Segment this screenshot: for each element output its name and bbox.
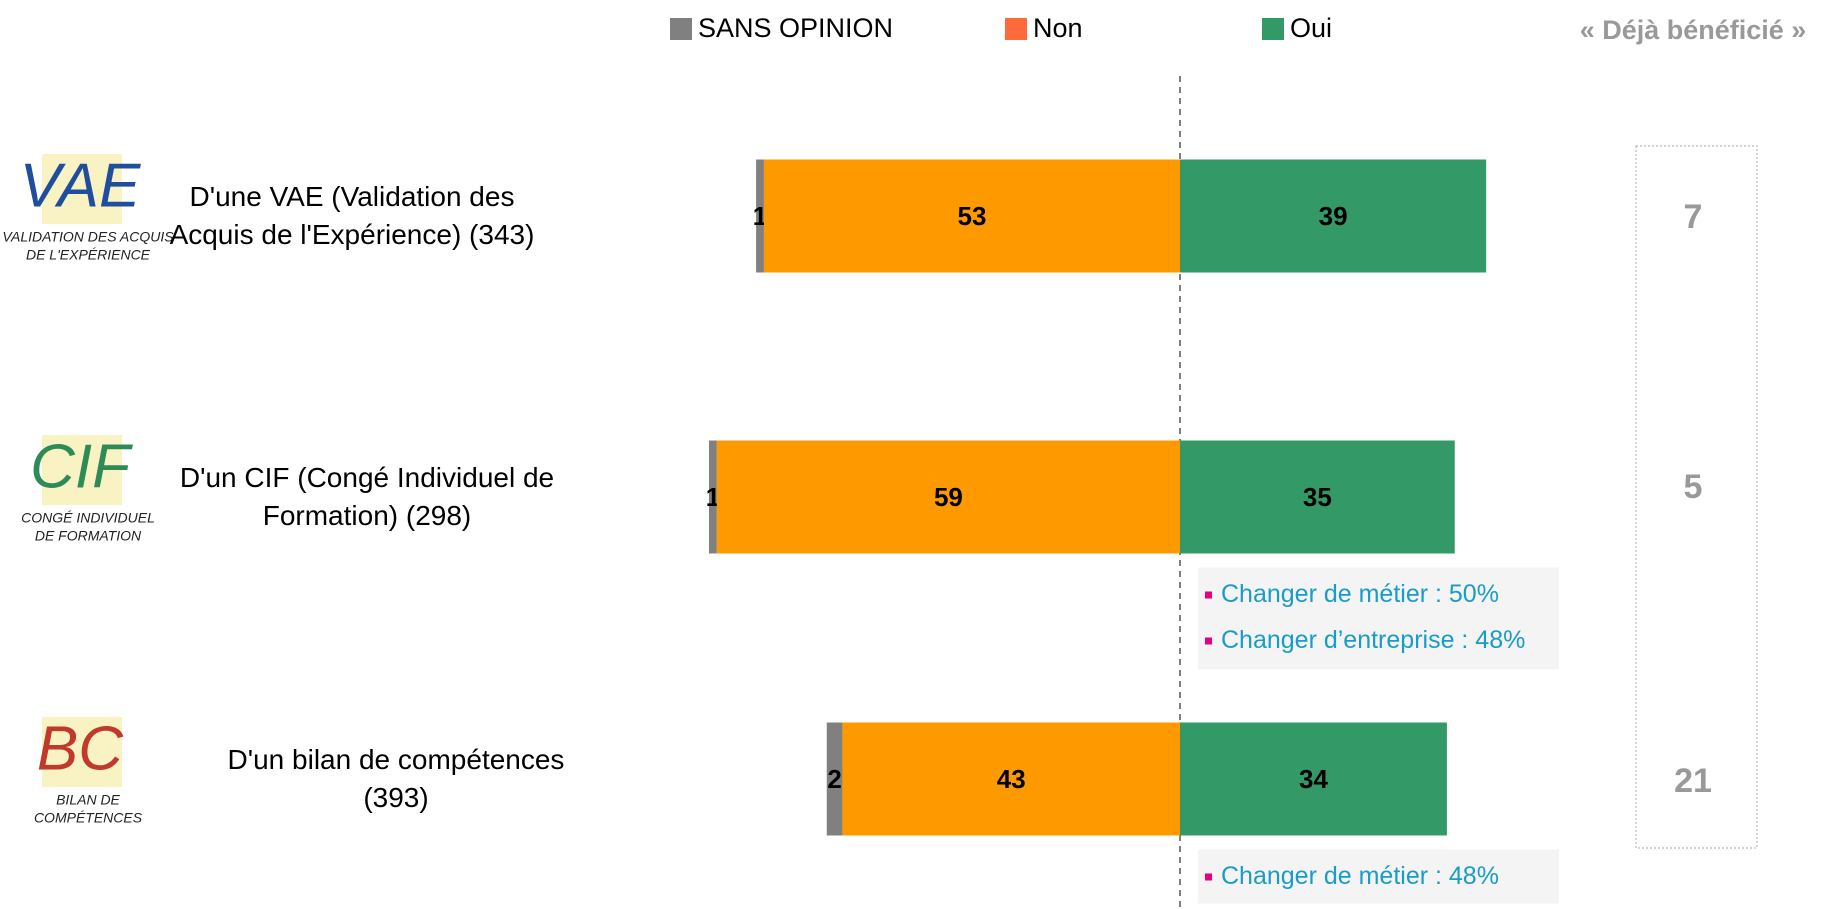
bar-segment — [1180, 159, 1487, 273]
legend-swatch — [1005, 18, 1027, 40]
bar-value-label: 34 — [1299, 764, 1328, 794]
category-label: D'une VAE (Validation des Acquis de l'Ex… — [169, 181, 535, 250]
bar-value-label: 59 — [934, 482, 963, 512]
bar-segment — [1180, 440, 1455, 554]
bar-segment — [842, 722, 1180, 836]
icon-letters: VAE — [20, 151, 141, 220]
bar-value-label: 43 — [997, 764, 1026, 794]
bar-value-label: 1 — [753, 201, 767, 231]
note-bullet — [1205, 637, 1212, 645]
icon-caption: DE FORMATION — [35, 528, 142, 544]
bar-segment — [826, 722, 843, 836]
icon-letters: CIF — [30, 432, 133, 501]
note-box — [1198, 849, 1559, 904]
icon-caption: COMPÉTENCES — [34, 810, 143, 826]
icon-caption: BILAN DE — [56, 792, 120, 808]
legend-label: Oui — [1290, 13, 1332, 43]
bar-value-label: 2 — [827, 764, 841, 794]
bar-segment — [763, 159, 1180, 273]
bar-value-label: 1 — [706, 482, 720, 512]
bar-segment — [1180, 722, 1447, 836]
note-bullet — [1205, 591, 1212, 599]
icon-letters: BC — [37, 714, 124, 783]
bar-value-label: 53 — [958, 201, 987, 231]
note-text: Changer de métier : 48% — [1221, 862, 1499, 890]
legend-swatch — [1262, 18, 1284, 40]
legend-label: SANS OPINION — [698, 13, 893, 43]
bar-segment — [709, 440, 717, 554]
extra-column-value: 21 — [1674, 762, 1712, 800]
icon-caption: VALIDATION DES ACQUIS — [2, 229, 174, 245]
icon-caption: DE L'EXPÉRIENCE — [26, 247, 151, 263]
extra-column-title: « Déjà bénéficié » — [1580, 15, 1807, 45]
bar-segment — [716, 440, 1180, 554]
note-box — [1198, 567, 1559, 670]
legend-label: Non — [1033, 13, 1083, 43]
icon-background — [42, 435, 122, 505]
note-text: Changer d’entreprise : 48% — [1221, 626, 1525, 654]
extra-column-value: 5 — [1684, 468, 1703, 506]
category-label: D'un bilan de compétences (393) — [227, 744, 565, 813]
extra-column-box — [1635, 145, 1758, 849]
icon-caption: CONGÉ INDIVIDUEL — [21, 510, 155, 526]
bar-value-label: 39 — [1319, 201, 1348, 231]
extra-column-value: 7 — [1684, 198, 1703, 236]
legend-swatch — [670, 18, 692, 40]
icon-background — [42, 154, 122, 224]
icon-background — [42, 717, 122, 787]
note-bullet — [1205, 873, 1212, 881]
bar-value-label: 35 — [1303, 482, 1332, 512]
category-label: D'un CIF (Congé Individuel de Formation)… — [179, 462, 555, 531]
note-text: Changer de métier : 50% — [1221, 580, 1499, 608]
bar-segment — [756, 159, 764, 273]
